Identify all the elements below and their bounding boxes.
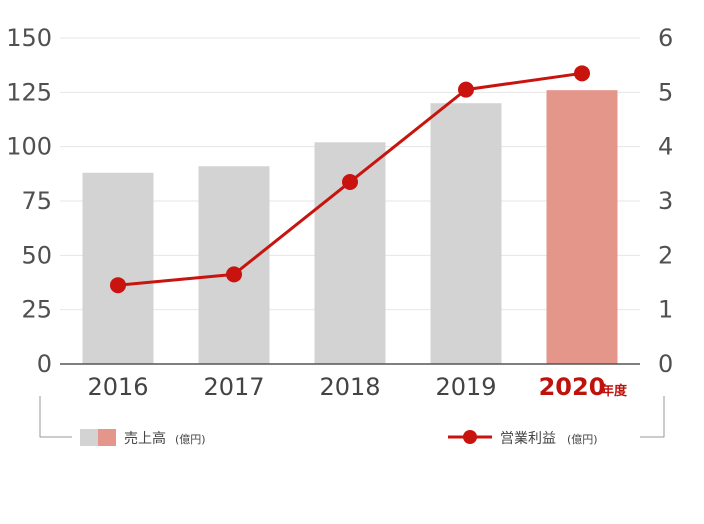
line-point [574,65,590,82]
bar-series [82,90,618,364]
y-right-tick-label: 4 [658,133,673,161]
y-left-tick-label: 75 [21,187,52,215]
y-left-tick-label: 0 [37,350,52,378]
legend-label-profit: 営業利益 [500,431,556,447]
x-tick-suffix: 年度 [601,383,628,399]
y-right-tick-label: 1 [658,296,673,324]
y-right-tick-label: 0 [658,350,673,378]
legend-label-sales: 売上高 [124,430,166,447]
legend-unit-sales: (億円) [175,433,206,446]
y-left-tick-label: 25 [21,296,52,324]
line-series [110,65,590,294]
legend-unit-profit: (億円) [567,433,598,446]
x-tick-label: 2018 [319,373,380,401]
y-left-tick-label: 150 [6,24,52,52]
bar [430,103,502,364]
left-axis-ticks: 0 25 50 75 100 125 150 [6,24,52,378]
x-tick-label: 2016 [87,373,148,401]
y-right-tick-label: 3 [658,187,673,215]
y-right-tick-label: 6 [658,24,673,52]
legend: 売上高 (億円) 営業利益 (億円) [39,396,665,447]
y-left-tick-label: 125 [6,78,52,106]
y-left-tick-label: 100 [6,133,52,161]
legend-bracket [640,396,665,438]
y-left-tick-label: 50 [21,241,52,269]
bar [82,172,154,364]
legend-swatch-gray [80,429,98,446]
legend-bracket [39,396,72,438]
x-tick-label: 2019 [435,373,496,401]
line-point [226,266,242,283]
legend-swatch-highlight [98,429,116,446]
right-axis-ticks: 0 1 2 3 4 5 6 [658,24,673,378]
bar [198,166,270,364]
bar [546,90,618,364]
x-tick-label: 2020 [539,373,606,401]
line-point [458,81,474,98]
legend-marker [463,430,477,444]
x-tick-label: 2017 [203,373,264,401]
y-right-tick-label: 5 [658,78,673,106]
line-point [110,277,126,294]
y-right-tick-label: 2 [658,241,673,269]
line-point [342,173,358,190]
